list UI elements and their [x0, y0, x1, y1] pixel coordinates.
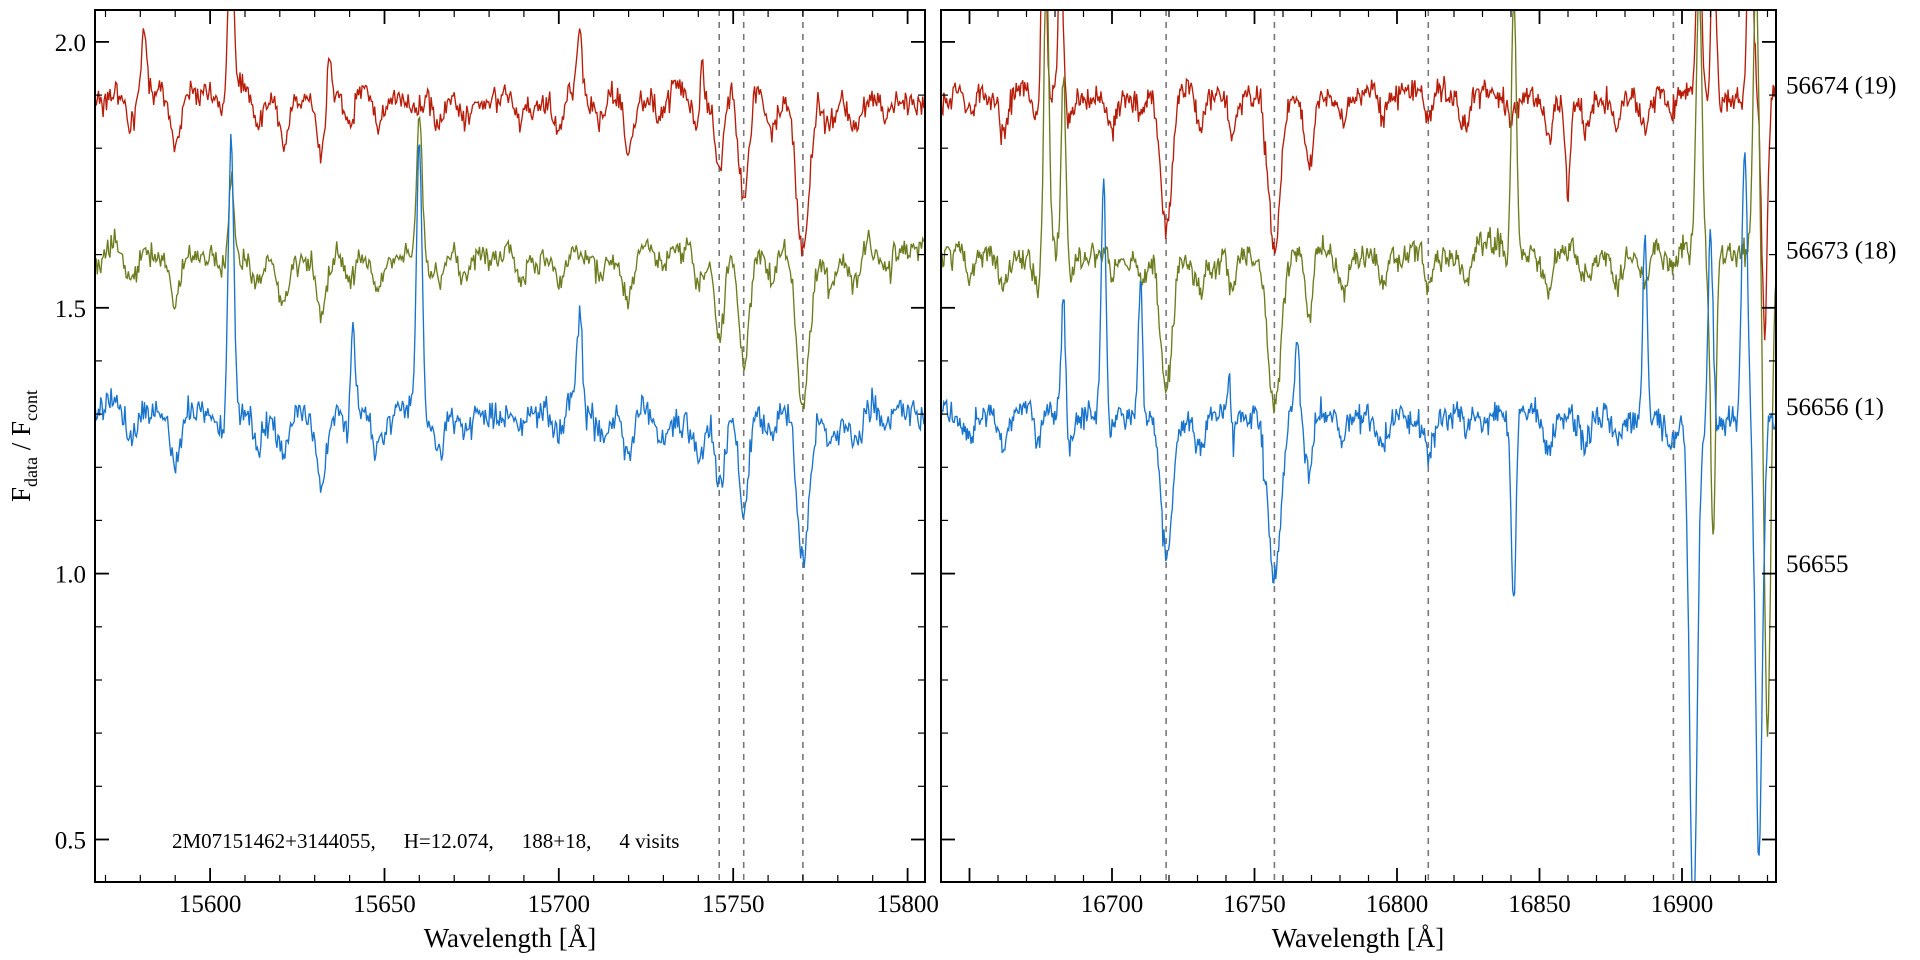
- panel-p2: 16700 16750 16800 16850 16900: [940, 9, 1777, 918]
- axes-p2: 16700 16750 16800 16850 16900: [940, 9, 1777, 918]
- x-tick-label: 16700: [1081, 891, 1144, 918]
- axes-p1: 15600 15650 15700 15750 15800 0.5 1.0 1.5 2.0: [55, 9, 939, 918]
- visit-label-56655: 56655: [1786, 551, 1849, 578]
- spectrum-visit-56673: [95, 115, 925, 410]
- annotation-target-id: 2M07151462+3144055,: [172, 829, 376, 853]
- panel-p1: 15600 15650 15700 15750 15800 0.5 1.0 1.5 2.0: [55, 9, 939, 918]
- visit-label-56674: 56674 (19): [1786, 72, 1896, 99]
- y-axis-title: Fdata / Fcont: [6, 390, 41, 502]
- ylabel-main: F: [6, 487, 36, 502]
- ylabel-divider: / F: [6, 421, 36, 457]
- spectrum-visit-56656: [95, 133, 925, 569]
- x-tick-label: 15700: [528, 891, 591, 918]
- annotation-field: 188+18,: [522, 829, 592, 853]
- x-tick-label: 15600: [179, 891, 242, 918]
- x-tick-label: 15650: [353, 891, 416, 918]
- visit-label-56673: 56673 (18): [1786, 237, 1896, 264]
- x-axis-title-left: Wavelength [Å]: [424, 923, 597, 953]
- y-tick-label: 2.0: [55, 30, 86, 57]
- panel-border: [940, 9, 1777, 883]
- target-annotation: 2M07151462+3144055, H=12.074, 188+18, 4 vis…: [172, 829, 679, 853]
- spectrum-visit-56674: [941, 10, 1776, 341]
- ylabel-subscript-data: data: [21, 457, 41, 487]
- y-tick-label: 0.5: [55, 827, 86, 854]
- spectrum-visit-56674: [95, 10, 925, 257]
- y-tick-label: 1.5: [55, 296, 86, 323]
- x-tick-label: 16800: [1366, 891, 1429, 918]
- ylabel-subscript-cont: cont: [21, 390, 41, 421]
- panel-border: [94, 9, 926, 883]
- spectrum-visit-56656: [941, 152, 1776, 882]
- x-tick-label: 16900: [1651, 891, 1714, 918]
- spectrum-visit-56673: [941, 10, 1776, 737]
- annotation-visits: 4 visits: [619, 829, 679, 853]
- visit-labels: 56674 (19) 56673 (18) 56656 (1) 56655: [1786, 72, 1896, 578]
- visit-label-56656: 56656 (1): [1786, 394, 1884, 421]
- x-tick-label: 16750: [1223, 891, 1286, 918]
- x-axis-title-right: Wavelength [Å]: [1272, 923, 1445, 953]
- x-tick-label: 15750: [702, 891, 765, 918]
- y-tick-label: 1.0: [55, 562, 86, 589]
- annotation-hmag: H=12.074,: [404, 829, 494, 853]
- x-tick-label: 16850: [1508, 891, 1571, 918]
- x-tick-label: 15800: [876, 891, 939, 918]
- plot-layers: 15600 15650 15700 15750 15800 0.5 1.0 1.5 2.0 167…: [55, 9, 1777, 918]
